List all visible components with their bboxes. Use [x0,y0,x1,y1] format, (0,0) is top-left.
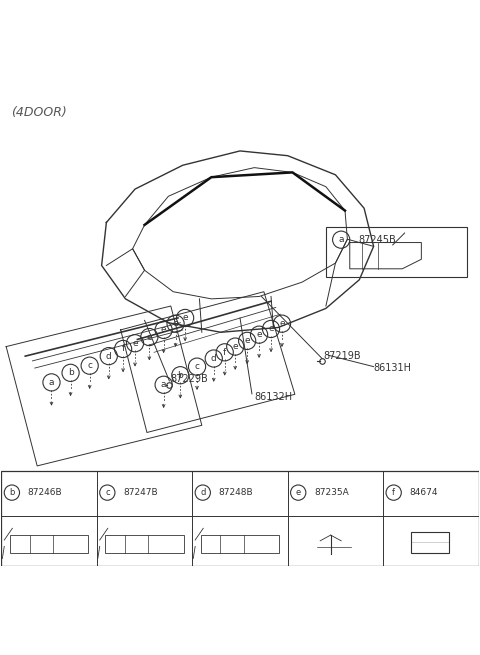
Text: e: e [161,326,167,335]
Bar [411,532,449,553]
Text: 86131H: 86131H [373,363,412,373]
Text: f: f [392,488,395,497]
Text: c: c [194,362,200,371]
Text: 87245B: 87245B [359,234,396,245]
Text: e: e [279,319,285,328]
Text: e: e [182,314,188,322]
Text: e: e [232,342,238,351]
Text: f: f [121,345,125,354]
Text: a: a [161,381,167,389]
Text: 87229B: 87229B [171,374,208,384]
Text: (4DOOR): (4DOOR) [11,105,67,119]
Text: d: d [106,352,112,361]
Text: b: b [9,488,14,497]
Text: 87235A: 87235A [314,488,348,497]
Text: e: e [244,337,250,345]
Text: 87219B: 87219B [324,351,361,361]
Bar [1,471,479,566]
Text: b: b [68,368,73,377]
Text: e: e [173,319,179,328]
Text: 87246B: 87246B [28,488,62,497]
Text: d: d [200,488,205,497]
Text: e: e [256,330,262,339]
Text: a: a [49,378,54,387]
Bar [106,534,184,553]
Text: e: e [132,339,138,348]
Text: b: b [178,371,183,380]
Text: e: e [146,333,152,341]
Bar [201,534,279,553]
Text: f: f [223,348,227,357]
Text: 87248B: 87248B [218,488,253,497]
Text: e: e [296,488,301,497]
Text: e: e [268,324,274,333]
Bar [326,227,467,277]
Text: a: a [338,235,344,244]
Text: 87247B: 87247B [123,488,158,497]
Text: 86132H: 86132H [254,392,292,402]
Text: c: c [105,488,109,497]
Bar [10,534,88,553]
Text: c: c [87,361,92,370]
Text: 84674: 84674 [409,488,438,497]
Text: d: d [211,354,216,363]
